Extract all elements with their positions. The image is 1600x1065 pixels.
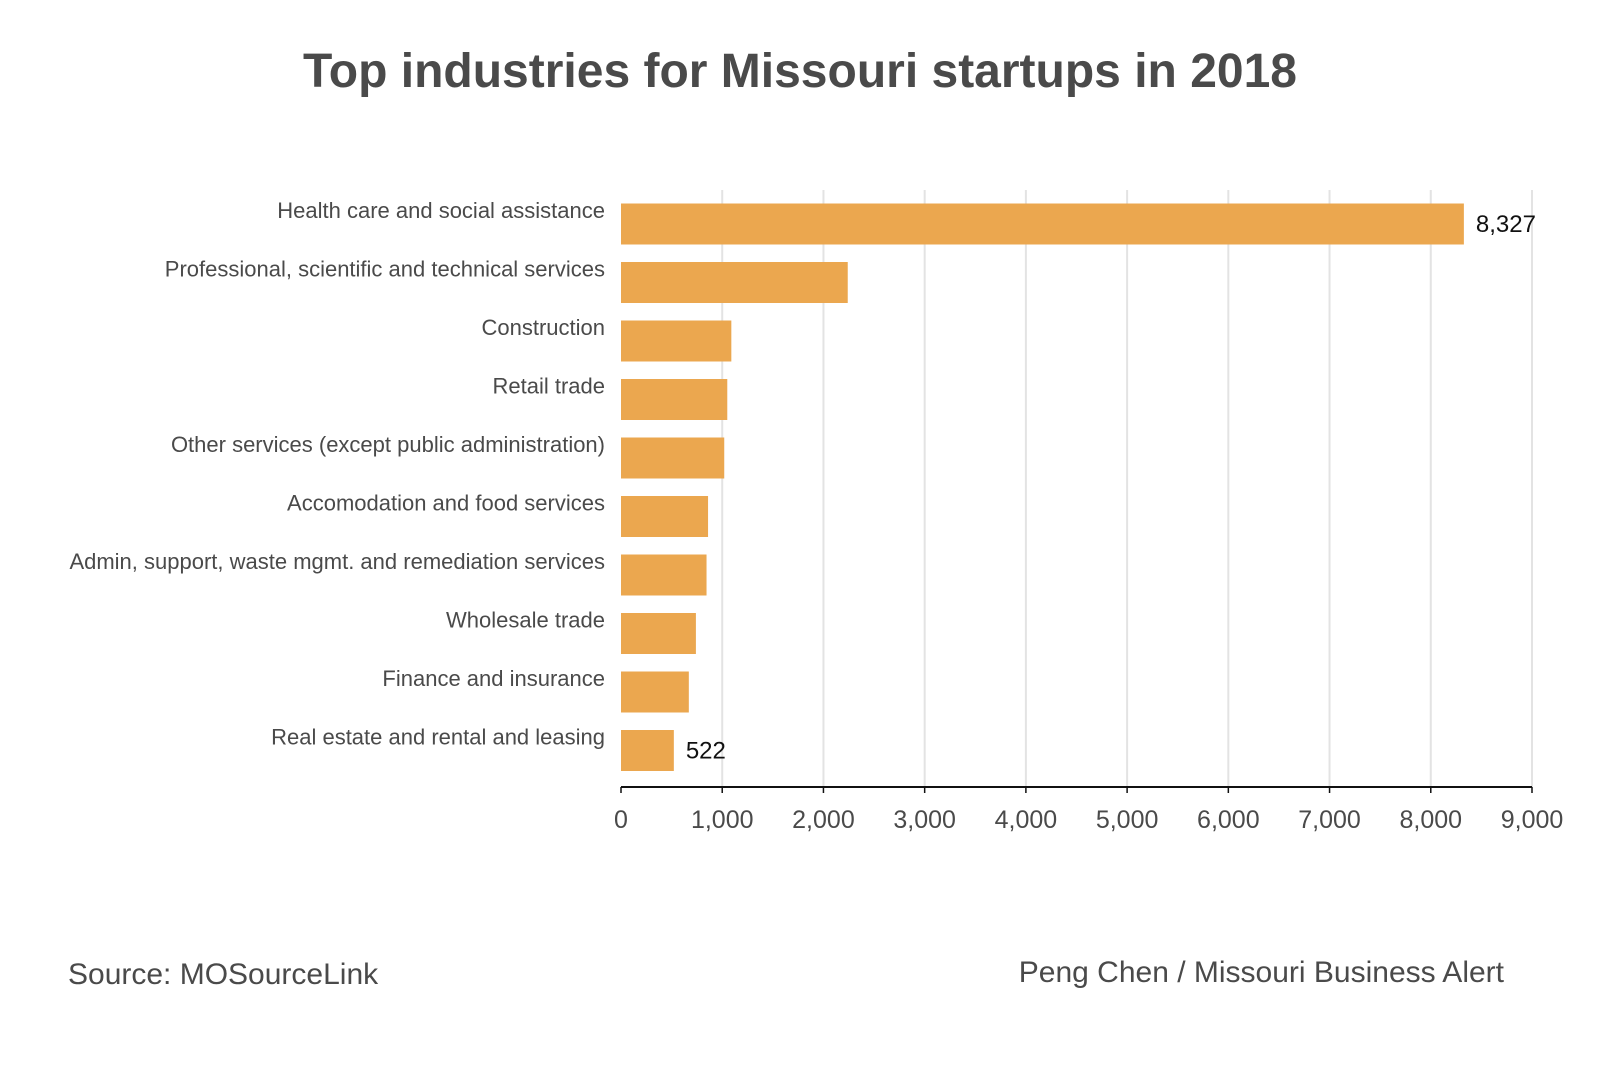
x-tick-label: 4,000 xyxy=(995,806,1058,834)
bar xyxy=(621,496,709,537)
category-label: Health care and social assistance xyxy=(277,198,605,223)
x-tick-label: 9,000 xyxy=(1501,806,1564,834)
bar xyxy=(621,203,1464,245)
data-labels: 8,327 522 xyxy=(686,211,1536,765)
gridlines xyxy=(620,190,1533,793)
source-note: Source: MOSourceLink xyxy=(68,958,379,991)
bar xyxy=(621,554,707,596)
category-label: Finance and insurance xyxy=(382,666,605,691)
x-tick-label: 7,000 xyxy=(1298,806,1361,834)
bar xyxy=(621,437,725,479)
category-label: Admin, support, waste mgmt. and remediat… xyxy=(69,549,605,574)
bar xyxy=(621,613,696,654)
credit-note: Peng Chen / Missouri Business Alert xyxy=(1018,956,1504,989)
category-label: Construction xyxy=(481,315,605,340)
x-tick-label: 8,000 xyxy=(1399,806,1462,834)
x-tick-label: 0 xyxy=(614,806,628,834)
x-tick-label: 5,000 xyxy=(1096,806,1159,834)
x-tick-labels: 0 1,000 2,000 3,000 4,000 5,000 6,000 7,000 8,00… xyxy=(614,806,1563,834)
category-label: Real estate and rental and leasing xyxy=(271,725,605,750)
bar xyxy=(621,671,689,713)
bar xyxy=(621,320,732,362)
chart-title: Top industries for Missouri startups in … xyxy=(303,45,1297,98)
data-label: 8,327 xyxy=(1476,211,1536,238)
x-tick-label: 3,000 xyxy=(893,806,956,834)
category-label: Accomodation and food services xyxy=(287,491,605,516)
bar xyxy=(621,379,728,420)
bar xyxy=(621,730,674,771)
bars xyxy=(621,203,1464,771)
category-label: Retail trade xyxy=(492,374,605,399)
category-label: Wholesale trade xyxy=(446,608,605,633)
x-tick-label: 6,000 xyxy=(1197,806,1260,834)
category-labels: Health care and social assistance Profess… xyxy=(69,198,605,750)
x-tick-label: 2,000 xyxy=(792,806,855,834)
x-tick-label: 1,000 xyxy=(691,806,754,834)
category-label: Professional, scientific and technical s… xyxy=(165,257,605,282)
data-label: 522 xyxy=(686,738,726,765)
category-label: Other services (except public administra… xyxy=(171,432,605,457)
bar xyxy=(621,262,848,303)
